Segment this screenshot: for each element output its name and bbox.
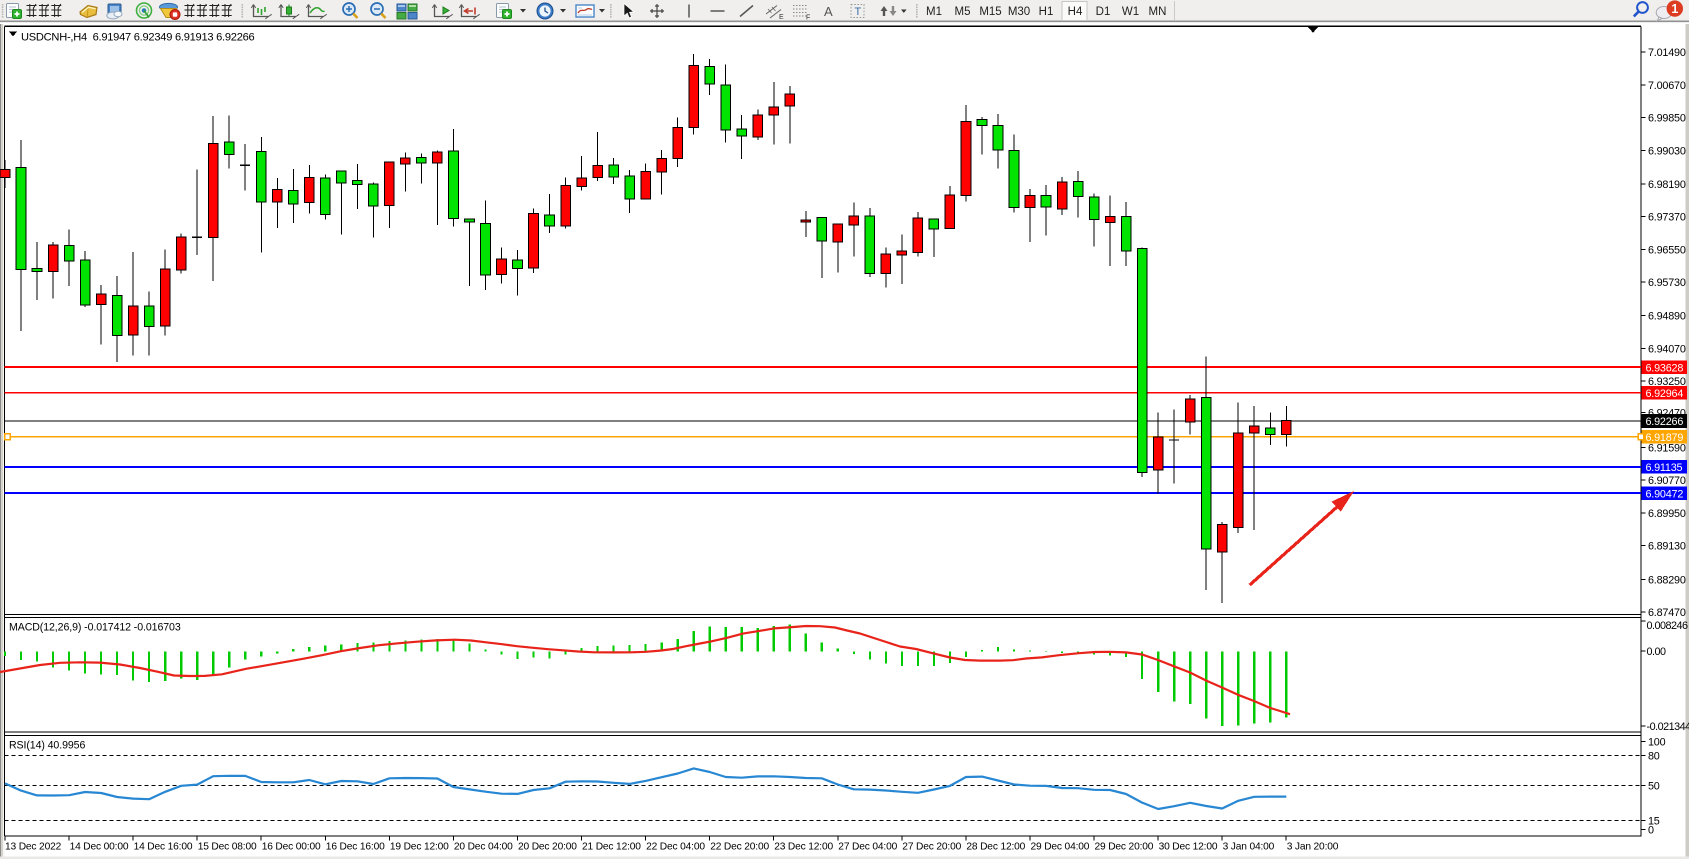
svg-text:T: T	[855, 6, 862, 18]
svg-text:50: 50	[1648, 781, 1660, 793]
svg-text:6.99030: 6.99030	[1648, 145, 1686, 157]
svg-text:13 Dec 2022: 13 Dec 2022	[5, 842, 62, 853]
svg-text:30 Dec 12:00: 30 Dec 12:00	[1159, 842, 1218, 853]
svg-text:6.89130: 6.89130	[1648, 541, 1686, 553]
svg-text:6.94890: 6.94890	[1648, 311, 1686, 323]
svg-text:0.008246: 0.008246	[1647, 620, 1689, 632]
svg-text:27 Dec 04:00: 27 Dec 04:00	[838, 842, 897, 853]
svg-text:29 Dec 04:00: 29 Dec 04:00	[1031, 842, 1090, 853]
svg-text:6.88290: 6.88290	[1648, 574, 1686, 586]
svg-text:14 Dec 16:00: 14 Dec 16:00	[134, 842, 193, 853]
svg-text:28 Dec 12:00: 28 Dec 12:00	[966, 842, 1025, 853]
svg-text:6.98190: 6.98190	[1648, 179, 1686, 191]
svg-text:100: 100	[1648, 736, 1666, 748]
svg-text:W1: W1	[1122, 6, 1139, 18]
svg-text:19 Dec 12:00: 19 Dec 12:00	[390, 842, 449, 853]
svg-text:20 Dec 04:00: 20 Dec 04:00	[454, 842, 513, 853]
svg-text:6.91135: 6.91135	[1646, 462, 1683, 474]
svg-text:6.90472: 6.90472	[1646, 488, 1684, 500]
svg-text:0: 0	[1648, 825, 1654, 837]
svg-text:22 Dec 20:00: 22 Dec 20:00	[710, 842, 769, 853]
svg-text:6.96550: 6.96550	[1648, 244, 1686, 256]
svg-text:USDCNH-,H4 6.91947 6.92349 6.: USDCNH-,H4 6.91947 6.92349 6.91913 6.922…	[21, 32, 255, 44]
svg-text:F: F	[806, 15, 810, 22]
svg-text:0.00: 0.00	[1647, 646, 1667, 658]
svg-text:20 Dec 20:00: 20 Dec 20:00	[518, 842, 577, 853]
svg-text:MN: MN	[1149, 6, 1167, 18]
svg-text:7.00670: 7.00670	[1648, 80, 1686, 92]
svg-text:1: 1	[1671, 2, 1678, 16]
svg-text:22 Dec 04:00: 22 Dec 04:00	[646, 842, 705, 853]
svg-text:6.87470: 6.87470	[1648, 607, 1686, 619]
svg-text:21 Dec 12:00: 21 Dec 12:00	[582, 842, 641, 853]
svg-text:3 Jan 04:00: 3 Jan 04:00	[1223, 842, 1275, 853]
svg-text:6.89950: 6.89950	[1648, 508, 1686, 520]
svg-text:RSI(14) 40.9956: RSI(14) 40.9956	[9, 740, 85, 752]
svg-text:6.95730: 6.95730	[1648, 277, 1686, 289]
svg-text:16 Dec 00:00: 16 Dec 00:00	[262, 842, 321, 853]
svg-text:M30: M30	[1008, 6, 1030, 18]
svg-text:23 Dec 12:00: 23 Dec 12:00	[774, 842, 833, 853]
svg-text:15 Dec 08:00: 15 Dec 08:00	[198, 842, 257, 853]
svg-text:6.91590: 6.91590	[1648, 442, 1686, 454]
svg-text:D1: D1	[1096, 6, 1111, 18]
svg-text:-0.021344: -0.021344	[1647, 721, 1689, 733]
svg-text:6.92266: 6.92266	[1646, 416, 1684, 428]
svg-text:H1: H1	[1039, 6, 1054, 18]
svg-text:6.99850: 6.99850	[1648, 113, 1686, 125]
svg-text:E: E	[779, 14, 784, 21]
svg-text:M15: M15	[979, 6, 1001, 18]
svg-text:80: 80	[1648, 750, 1660, 762]
svg-text:6.91879: 6.91879	[1646, 432, 1684, 444]
svg-text:M1: M1	[926, 6, 942, 18]
svg-text:16 Dec 16:00: 16 Dec 16:00	[326, 842, 385, 853]
svg-text:6.90770: 6.90770	[1648, 475, 1686, 487]
svg-text:6.92964: 6.92964	[1646, 388, 1684, 400]
svg-text:27 Dec 20:00: 27 Dec 20:00	[902, 842, 961, 853]
svg-text:7.01490: 7.01490	[1648, 47, 1686, 59]
svg-text:H4: H4	[1068, 6, 1083, 18]
svg-text:6.97370: 6.97370	[1648, 212, 1686, 224]
svg-text:A: A	[824, 4, 833, 19]
svg-text:M5: M5	[955, 6, 971, 18]
svg-text:MACD(12,26,9) -0.017412 -0.016: MACD(12,26,9) -0.017412 -0.016703	[9, 622, 181, 634]
svg-text:6.93628: 6.93628	[1646, 362, 1684, 374]
svg-text:14 Dec 00:00: 14 Dec 00:00	[70, 842, 129, 853]
svg-text:3 Jan 20:00: 3 Jan 20:00	[1287, 842, 1339, 853]
svg-text:29 Dec 20:00: 29 Dec 20:00	[1095, 842, 1154, 853]
svg-text:15: 15	[1648, 815, 1660, 827]
svg-text:6.93250: 6.93250	[1648, 376, 1686, 388]
svg-text:6.94070: 6.94070	[1648, 343, 1686, 355]
